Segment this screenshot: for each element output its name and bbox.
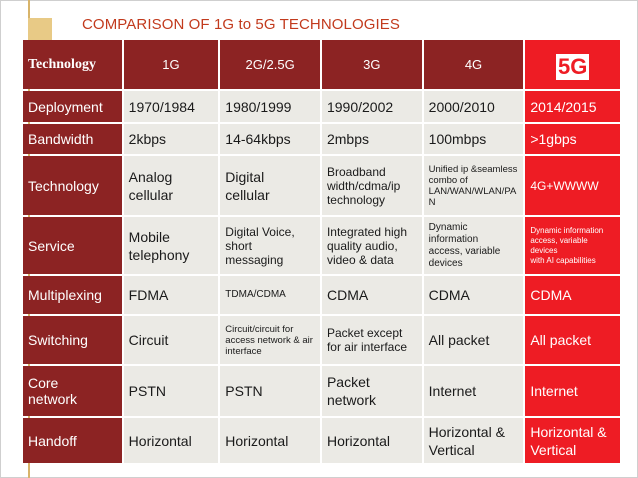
header-1g: 1G <box>123 40 219 89</box>
cell-4g: CDMA <box>423 276 524 314</box>
table-row-service: Service Mobile telephony Digital Voice, … <box>23 217 620 274</box>
table-row-handoff: Handoff Horizontal Horizontal Horizontal… <box>23 418 620 463</box>
cell-3g: Broadband width/cdma/ip technology <box>321 156 422 215</box>
row-label: Handoff <box>23 418 122 463</box>
cell-5g: 2014/2015 <box>525 91 620 122</box>
header-2g: 2G/2.5G <box>220 40 320 89</box>
cell-3g: Packet except for air interface <box>321 316 422 364</box>
table-row-deployment: Deployment 1970/1984 1980/1999 1990/2002… <box>23 91 620 122</box>
header-3g: 3G <box>321 40 422 89</box>
page-title: COMPARISON OF 1G to 5G TECHNOLOGIES <box>82 16 401 33</box>
cell-1g: Analog cellular <box>123 156 219 215</box>
cell-4g: Horizontal & Vertical <box>423 418 524 463</box>
cell-3g: CDMA <box>321 276 422 314</box>
cell-4g: Internet <box>423 366 524 416</box>
cell-3g: 2mbps <box>321 124 422 154</box>
table-row-core-network: Core network PSTN PSTN Packet network In… <box>23 366 620 416</box>
cell-5g: >1gbps <box>525 124 620 154</box>
cell-5g: Dynamic information access, variable dev… <box>525 217 620 274</box>
header-row: Technology 1G 2G/2.5G 3G 4G 5G <box>23 40 620 89</box>
cell-1g: Circuit <box>123 316 219 364</box>
cell-1g: Horizontal <box>123 418 219 463</box>
row-label: Technology <box>23 156 122 215</box>
cell-1g: PSTN <box>123 366 219 416</box>
cell-4g: All packet <box>423 316 524 364</box>
cell-4g: Dynamic information access, variable dev… <box>423 217 524 274</box>
cell-1g: FDMA <box>123 276 219 314</box>
cell-1g: Mobile telephony <box>123 217 219 274</box>
header-5g-cell: 5G <box>525 40 620 89</box>
table-row-technology: Technology Analog cellular Digital cellu… <box>23 156 620 215</box>
cell-4g: Unified ip &seamless combo of LAN/WAN/WL… <box>423 156 524 215</box>
cell-3g: Packet network <box>321 366 422 416</box>
header-5g-badge: 5G <box>555 53 590 80</box>
cell-2g: Digital Voice, short messaging <box>220 217 320 274</box>
cell-2g: 1980/1999 <box>220 91 320 122</box>
table-row-switching: Switching Circuit Circuit/circuit for ac… <box>23 316 620 364</box>
row-label: Core network <box>23 366 122 416</box>
row-label: Bandwidth <box>23 124 122 154</box>
cell-5g: 4G+WWWW <box>525 156 620 215</box>
cell-5g: CDMA <box>525 276 620 314</box>
cell-3g: Horizontal <box>321 418 422 463</box>
cell-3g: Integrated high quality audio, video & d… <box>321 217 422 274</box>
cell-2g: Horizontal <box>220 418 320 463</box>
cell-2g: Digital cellular <box>220 156 320 215</box>
cell-4g: 100mbps <box>423 124 524 154</box>
comparison-table: Technology 1G 2G/2.5G 3G 4G 5G Deploymen… <box>21 38 622 465</box>
row-label: Multiplexing <box>23 276 122 314</box>
cell-1g: 1970/1984 <box>123 91 219 122</box>
header-technology: Technology <box>23 40 122 89</box>
row-label: Deployment <box>23 91 122 122</box>
table-row-bandwidth: Bandwidth 2kbps 14-64kbps 2mbps 100mbps … <box>23 124 620 154</box>
cell-2g: 14-64kbps <box>220 124 320 154</box>
row-label: Switching <box>23 316 122 364</box>
row-label: Service <box>23 217 122 274</box>
cell-5g: Internet <box>525 366 620 416</box>
cell-5g: Horizontal & Vertical <box>525 418 620 463</box>
cell-3g: 1990/2002 <box>321 91 422 122</box>
cell-1g: 2kbps <box>123 124 219 154</box>
header-4g: 4G <box>423 40 524 89</box>
cell-5g: All packet <box>525 316 620 364</box>
cell-2g: TDMA/CDMA <box>220 276 320 314</box>
cell-2g: PSTN <box>220 366 320 416</box>
cell-2g: Circuit/circuit for access network & air… <box>220 316 320 364</box>
cell-4g: 2000/2010 <box>423 91 524 122</box>
table-row-multiplexing: Multiplexing FDMA TDMA/CDMA CDMA CDMA CD… <box>23 276 620 314</box>
